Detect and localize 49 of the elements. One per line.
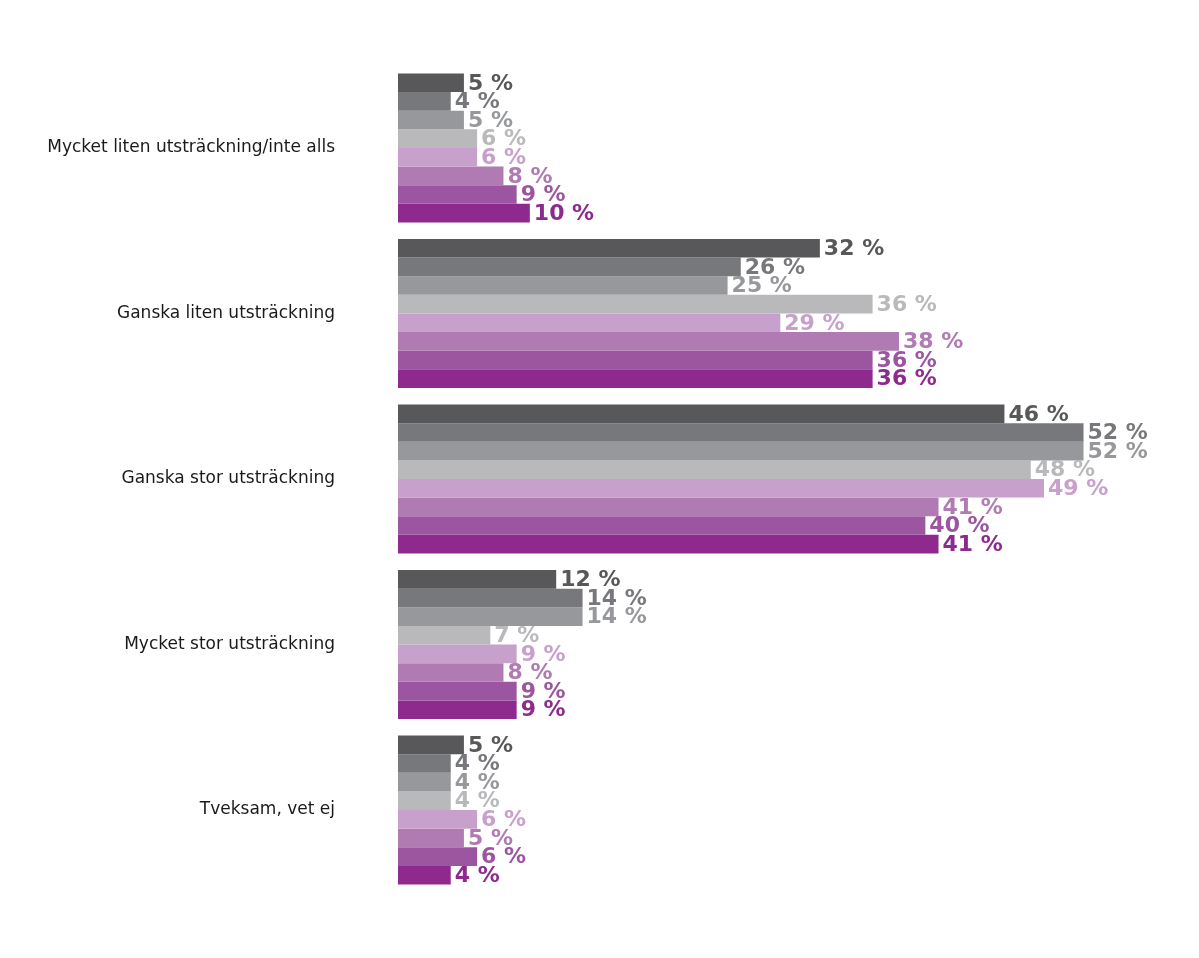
data-label: 32 % <box>823 235 885 261</box>
bar <box>398 607 583 626</box>
bar <box>398 479 1044 498</box>
bar <box>398 570 557 589</box>
bar <box>398 423 1084 442</box>
bar <box>398 257 741 277</box>
data-label: 29 % <box>784 309 845 335</box>
bar <box>398 166 504 186</box>
bar <box>398 865 451 885</box>
bar <box>398 663 504 682</box>
bar <box>398 681 517 701</box>
bar <box>398 276 728 295</box>
bar <box>398 735 464 755</box>
bar <box>398 73 464 93</box>
bar <box>398 369 873 388</box>
bar <box>398 625 491 645</box>
bar <box>398 534 939 554</box>
data-label: 36 % <box>876 290 937 316</box>
bar <box>398 239 820 258</box>
bar <box>398 441 1084 461</box>
bar <box>398 460 1031 479</box>
y-tick-label: Ganska liten utsträckning <box>117 301 335 322</box>
bar <box>398 110 464 130</box>
bar <box>398 350 873 370</box>
bar <box>398 516 926 535</box>
bar <box>398 847 478 866</box>
y-tick-label: Tveksam, vet ej <box>198 798 335 819</box>
bar <box>398 772 451 792</box>
bar <box>398 185 517 204</box>
bar <box>398 313 781 333</box>
bar <box>398 828 464 848</box>
bar <box>398 332 899 351</box>
bar <box>398 294 873 314</box>
bar <box>398 810 478 829</box>
bar <box>398 92 451 111</box>
bar <box>398 791 451 811</box>
bar <box>398 754 451 773</box>
bar <box>398 147 478 167</box>
bar <box>398 404 1005 424</box>
y-tick-label: Mycket stor utsträckning <box>124 632 335 653</box>
bar <box>398 129 478 148</box>
y-tick-label: Ganska stor utsträckning <box>121 467 335 488</box>
y-tick-label: Mycket liten utsträckning/inte alls <box>47 136 336 157</box>
bar <box>398 497 939 517</box>
bar <box>398 588 583 608</box>
bar <box>398 203 530 223</box>
bar <box>398 700 517 719</box>
data-label: 46 % <box>1008 400 1069 426</box>
bar <box>398 644 517 664</box>
